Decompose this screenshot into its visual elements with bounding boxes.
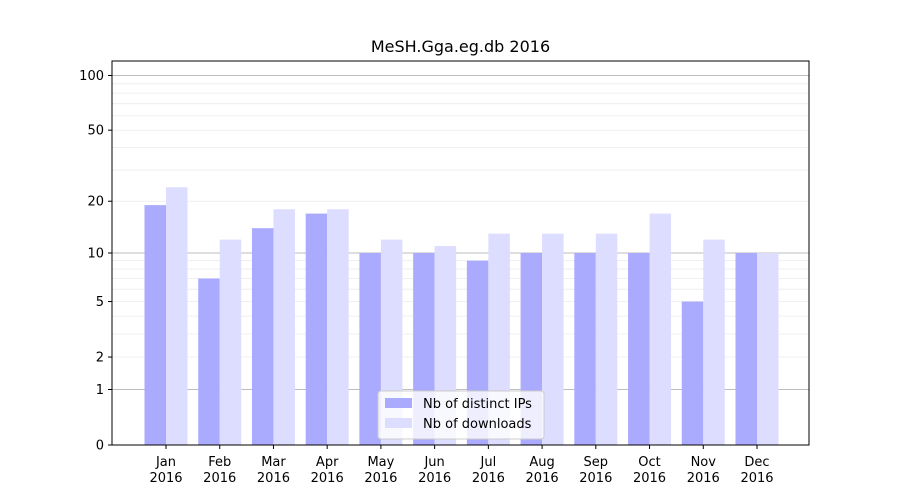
bar-downloads-2 <box>273 209 295 445</box>
x-tick-year: 2016 <box>257 471 290 486</box>
x-tick-month: Jun <box>423 455 444 470</box>
legend-swatch-0 <box>385 398 412 408</box>
x-tick-year: 2016 <box>311 471 344 486</box>
bar-downloads-10 <box>703 239 725 445</box>
x-tick-month: Mar <box>261 455 286 470</box>
bar-ips-10 <box>681 301 704 445</box>
bar-ips-2 <box>251 228 274 445</box>
y-tick-label: 10 <box>87 247 104 262</box>
x-tick-month: Oct <box>638 455 660 470</box>
chart-title: MeSH.Gga.eg.db 2016 <box>371 37 550 56</box>
x-tick-year: 2016 <box>633 471 666 486</box>
bar-downloads-0 <box>166 187 188 445</box>
y-tick-label: 2 <box>96 351 104 366</box>
y-tick-label: 1 <box>96 383 104 398</box>
bar-ips-1 <box>198 278 220 445</box>
x-tick-year: 2016 <box>149 471 182 486</box>
bar-ips-8 <box>574 253 596 445</box>
bar-ips-4 <box>359 253 381 445</box>
x-tick-year: 2016 <box>364 471 397 486</box>
y-tick-label: 50 <box>87 124 104 139</box>
legend-swatch-1 <box>385 418 412 428</box>
bar-downloads-9 <box>649 213 672 445</box>
y-tick-label: 100 <box>79 69 104 84</box>
bar-ips-9 <box>628 253 650 445</box>
bar-downloads-3 <box>327 209 349 445</box>
x-tick-month: Feb <box>208 455 231 470</box>
y-tick-label: 5 <box>96 295 104 310</box>
bar-downloads-1 <box>219 239 242 445</box>
x-tick-month: Jul <box>480 455 497 470</box>
x-tick-year: 2016 <box>687 471 720 486</box>
y-tick-label: 20 <box>87 195 104 210</box>
x-axis-ticks: Jan2016Feb2016Mar2016Apr2016May2016Jun20… <box>149 445 774 486</box>
bar-downloads-8 <box>595 233 618 445</box>
x-tick-month: Dec <box>744 455 769 470</box>
y-tick-label: 0 <box>96 439 104 454</box>
y-axis-ticks: 0 1 2 5 10 20 50 100 <box>79 69 112 454</box>
bar-ips-11 <box>735 253 757 445</box>
x-tick-year: 2016 <box>472 471 505 486</box>
x-tick-month: May <box>367 455 394 470</box>
legend-label-0: Nb of distinct IPs <box>423 397 532 412</box>
x-tick-month: Sep <box>584 455 609 470</box>
bar-downloads-7 <box>542 233 564 445</box>
x-tick-month: Nov <box>691 455 717 470</box>
x-tick-year: 2016 <box>526 471 559 486</box>
legend-label-1: Nb of downloads <box>423 417 532 432</box>
x-tick-month: Jan <box>155 455 176 470</box>
bars <box>144 187 779 445</box>
x-tick-year: 2016 <box>740 471 773 486</box>
x-tick-month: Aug <box>529 455 554 470</box>
legend: Nb of distinct IPs Nb of downloads <box>377 390 545 440</box>
x-tick-year: 2016 <box>418 471 451 486</box>
bar-downloads-11 <box>757 253 779 445</box>
x-tick-year: 2016 <box>203 471 236 486</box>
bar-ips-0 <box>144 205 166 445</box>
x-tick-year: 2016 <box>579 471 612 486</box>
x-tick-month: Apr <box>316 455 339 470</box>
bar-ips-3 <box>305 213 328 445</box>
legend-box <box>377 390 545 440</box>
